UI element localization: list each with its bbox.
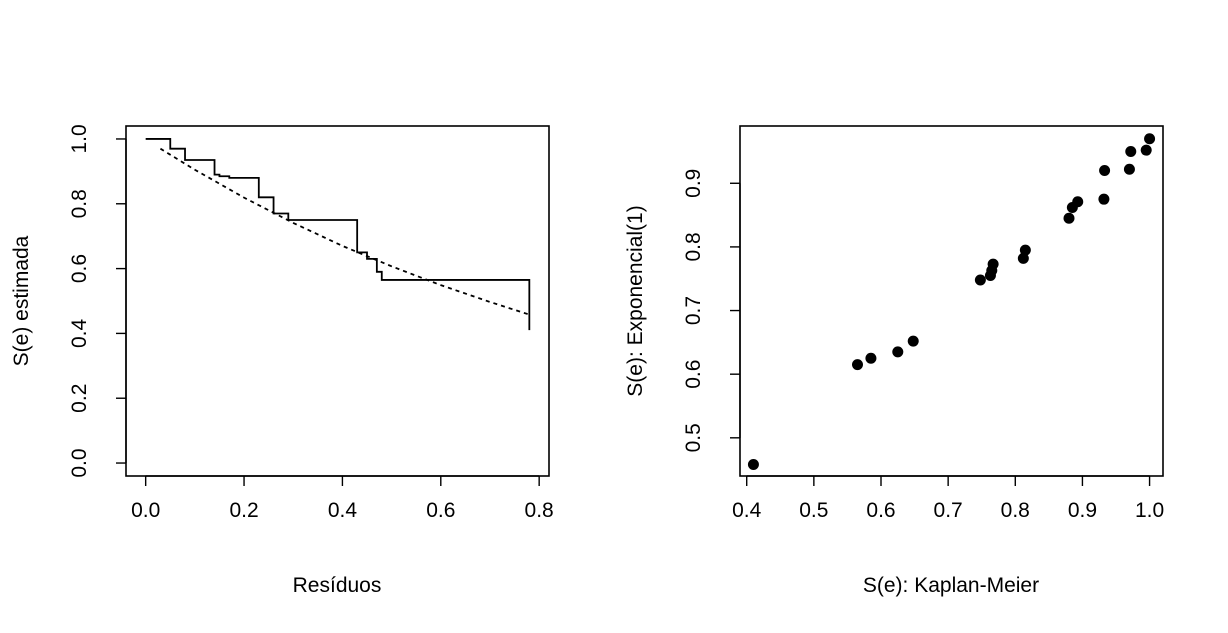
scatter-point [1098, 193, 1110, 205]
scatter-point [1125, 145, 1137, 157]
panel-survival-curves: 0.0 0.2 0.4 0.6 0.8 0.0 0.2 0.4 0.6 0.8 1.0 Resíd… [10, 124, 554, 597]
plot-area-left [145, 138, 531, 331]
scatter-point [1072, 196, 1084, 208]
x-tick-label: 0.0 [131, 499, 160, 522]
scatter-point [987, 258, 999, 270]
x-tick-label: 0.7 [934, 499, 963, 522]
scatter-point [1140, 144, 1152, 156]
x-axis-left: 0.0 0.2 0.4 0.6 0.8 [131, 475, 554, 522]
y-tick-label: 0.5 [682, 423, 705, 452]
exponential-curve-line [159, 147, 530, 316]
scatter-point [1017, 252, 1029, 264]
x-tick-label: 0.8 [1001, 499, 1030, 522]
x-tick-label: 0.4 [732, 499, 762, 522]
y-tick-label: 0.2 [68, 384, 91, 413]
scatter-point [1099, 165, 1111, 177]
kaplan-meier-step-line [145, 138, 531, 331]
x-tick-label: 0.2 [229, 499, 258, 522]
x-tick-label: 0.6 [866, 499, 895, 522]
plot-area-right [747, 133, 1156, 471]
scatter-point [1144, 133, 1156, 145]
x-tick-label: 0.8 [525, 499, 554, 522]
scatter-point [1123, 163, 1135, 175]
scatter-point [1063, 212, 1075, 224]
x-axis-label-right: S(e): Kaplan-Meier [863, 574, 1039, 597]
y-tick-label: 0.6 [682, 360, 705, 389]
x-axis-label-left: Resíduos [293, 574, 382, 597]
y-tick-label: 0.4 [68, 318, 91, 348]
scatter-point [852, 359, 863, 371]
y-axis-label-right: S(e): Exponencial(1) [624, 205, 647, 396]
plot-frame-left [125, 125, 550, 477]
scatter-point [1019, 244, 1031, 256]
y-axis-left: 0.0 0.2 0.4 0.6 0.8 1.0 [68, 124, 127, 478]
scatter-point [865, 352, 877, 364]
y-tick-label: 0.8 [682, 232, 705, 261]
scatter-point [907, 335, 919, 347]
x-tick-label: 0.6 [426, 499, 455, 522]
y-tick-label: 0.6 [68, 254, 91, 283]
y-tick-label: 1.0 [68, 124, 91, 153]
plot-frame-right [739, 125, 1164, 477]
scatter-point [892, 346, 904, 358]
x-tick-label: 0.4 [328, 499, 358, 522]
x-tick-label: 0.9 [1068, 499, 1097, 522]
y-axis-label-left: S(e) estimada [10, 235, 33, 366]
y-tick-label: 0.0 [68, 448, 91, 477]
scatter-point [747, 459, 759, 471]
y-tick-label: 0.7 [682, 296, 705, 325]
y-axis-right: 0.5 0.6 0.7 0.8 0.9 [682, 169, 741, 452]
x-tick-label: 1.0 [1135, 499, 1164, 522]
x-tick-label: 0.5 [799, 499, 828, 522]
panel-qq-scatter: 0.4 0.5 0.6 0.7 0.8 0.9 1.0 0.5 0.6 0.7 0.8 0.9 S(… [624, 125, 1164, 597]
y-tick-label: 0.9 [682, 169, 705, 198]
y-tick-label: 0.8 [68, 189, 91, 218]
scatter-point [974, 274, 986, 286]
x-axis-right: 0.4 0.5 0.6 0.7 0.8 0.9 1.0 [732, 475, 1164, 522]
